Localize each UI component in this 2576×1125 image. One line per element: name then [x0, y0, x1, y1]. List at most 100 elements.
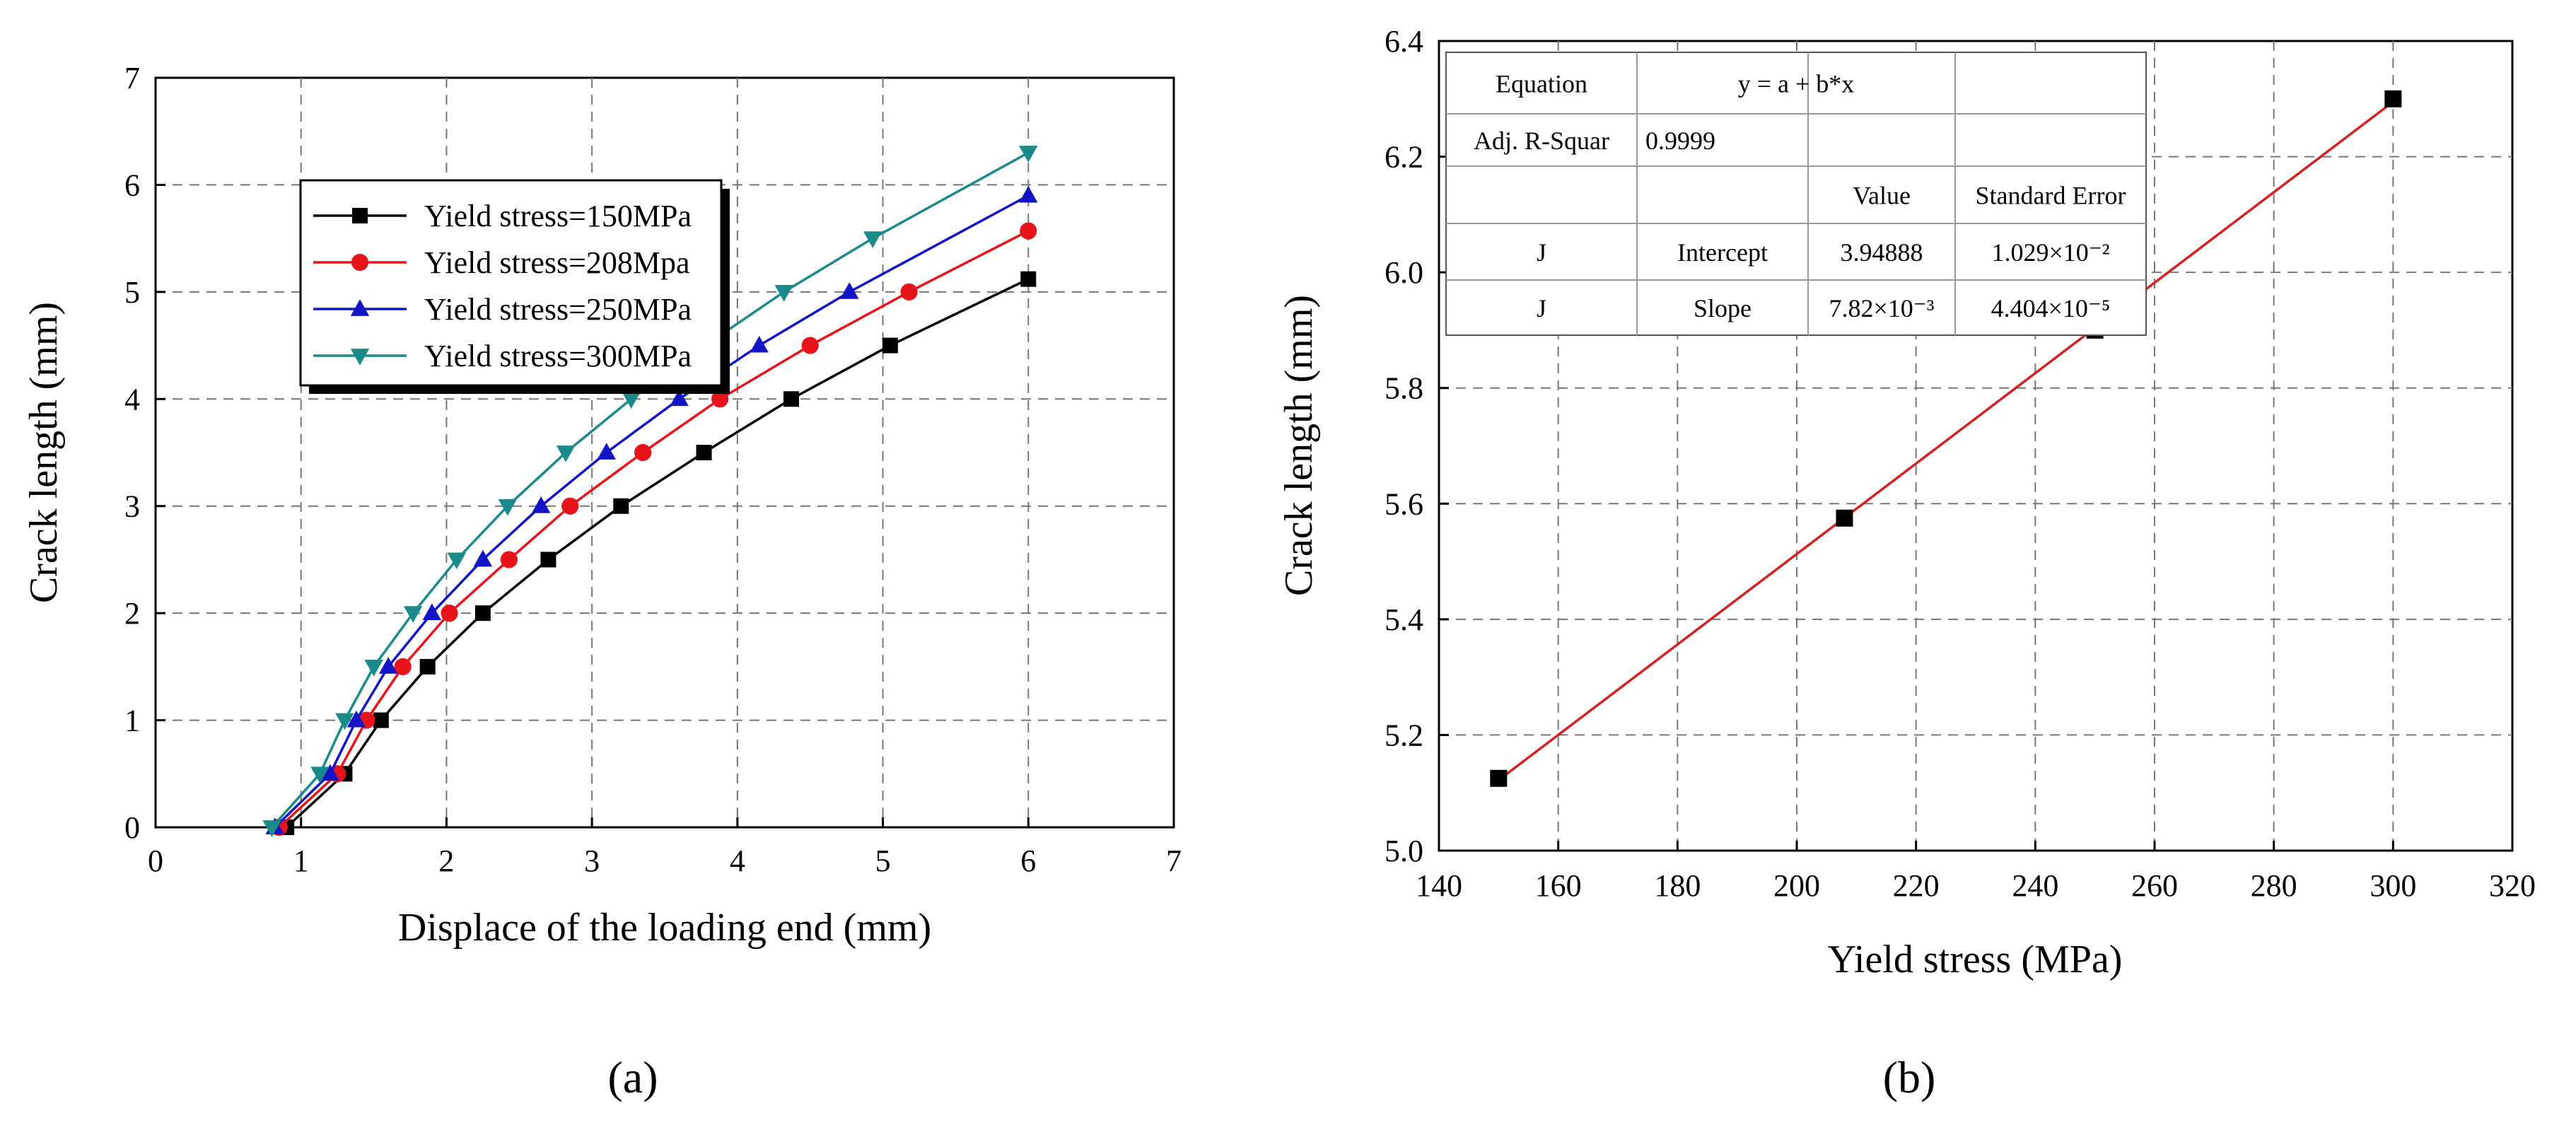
chart-a-x-tick-label: 2	[438, 844, 454, 878]
chart-a-x-tick-label: 1	[293, 844, 309, 878]
chart-a-series-4-point	[262, 820, 281, 837]
chart-a-series-1-point	[613, 498, 629, 514]
chart-a-series-4-point	[403, 606, 423, 623]
chart-a-series-4-point	[863, 231, 882, 248]
chart-a-y-tick-label: 6	[124, 168, 140, 202]
chart-b-y-tick-label: 6.2	[1385, 140, 1423, 175]
chart-b-table-frame	[1445, 52, 2147, 336]
chart-b-x-tick-label: 200	[1773, 868, 1820, 903]
chart-a-series-2-line	[278, 229, 1030, 829]
chart-a-series-3-point	[670, 389, 689, 407]
chart-b-table-cell: 1.029×10⁻²	[1991, 238, 2109, 267]
chart-b-y-axis: 5.0 5.2 5.4 5.6 5.8 6.0 6.2 6.4	[1385, 24, 1449, 868]
chart-a-series-3-point	[346, 710, 366, 728]
chart-b-fit-group	[1498, 100, 2394, 781]
chart-a-series-3-point	[840, 282, 859, 299]
chart-a-series-1-point	[696, 445, 712, 460]
chart-a-panel-label: (a)	[607, 1052, 658, 1102]
chart-a-legend-label: Yield stress=300MPa	[424, 339, 692, 373]
chart-a-series-3-point	[378, 657, 398, 674]
chart-b-table-cell: J	[1537, 294, 1546, 322]
chart-a-y-tick-label: 5	[124, 275, 140, 310]
chart-a-legend-marker	[352, 208, 368, 223]
chart-b-point	[1490, 769, 1508, 787]
chart-a-x-tick-label: 0	[148, 844, 163, 878]
chart-a-x-tick-label: 6	[1020, 844, 1036, 878]
chart-a-legend-label: Yield stress=150MPa	[424, 199, 692, 233]
chart-a-series-1-point	[419, 658, 436, 675]
chart-b-y-tick-label: 6.4	[1385, 24, 1423, 59]
chart-a-series-2-point	[394, 658, 412, 675]
chart-a-series-1-point	[474, 605, 491, 622]
chart-a-legend-marker	[350, 299, 370, 316]
chart-a-series-4-point	[447, 552, 467, 570]
chart-a-series-2-point	[500, 551, 518, 569]
chart-b-table-cell: J	[1537, 238, 1546, 267]
chart-a-series-1-point	[882, 337, 898, 354]
chart-b-x-tick-label: 180	[1654, 868, 1701, 903]
chart-a-y-axis-title: Crack length (mm)	[22, 302, 66, 603]
chart-b-y-tick-label: 6.0	[1385, 255, 1423, 290]
chart-a-series-2-point	[1020, 222, 1037, 240]
chart-a-series-4-point	[498, 499, 518, 516]
chart-a-y-tick-label: 2	[124, 596, 140, 631]
chart-a-y-tick-label: 0	[124, 810, 140, 845]
chart-b-panel-label: (b)	[1883, 1052, 1936, 1102]
chart-a-series-3-point	[597, 443, 616, 460]
chart-b-table-cell: 3.94888	[1841, 238, 1923, 267]
chart-a-series-3	[265, 185, 1038, 834]
chart-b-stats-table: Equation y = a + b*x Adj. R-Squar 0.9999 Val…	[1445, 52, 2147, 336]
chart-a-legend: Yield stress=150MPa Yield stress=208Mpa Yi…	[299, 179, 730, 394]
chart-a-x-tick-label: 3	[584, 844, 600, 878]
chart-b-table-cell: Standard Error	[1976, 182, 2126, 210]
chart-a-series-4-point	[310, 766, 330, 784]
chart-b-fit-line	[1498, 100, 2394, 781]
chart-b-table-cell: y = a + b*x	[1738, 70, 1855, 98]
chart-a-x-tick-label: 5	[875, 844, 891, 878]
chart-b-x-tick-label: 280	[2251, 868, 2297, 903]
chart-b-table-cell: 4.404×10⁻⁵	[1991, 294, 2111, 322]
chart-b-x-tick-label: 220	[1893, 868, 1940, 903]
chart-a-y-tick-label: 4	[124, 382, 140, 416]
chart-a-legend-label: Yield stress=250MPa	[424, 292, 692, 327]
chart-b-table-cell: Adj. R-Squar	[1474, 127, 1609, 155]
chart-b-y-tick-label: 5.0	[1385, 834, 1423, 868]
chart-a-y-tick-label: 3	[124, 489, 140, 524]
chart-b-x-tick-label: 300	[2370, 868, 2416, 903]
chart-a-legend-label: Yield stress=208Mpa	[424, 245, 690, 280]
chart-a-series-3-point	[750, 335, 769, 353]
chart-b-x-tick-label: 240	[2012, 868, 2058, 903]
chart-a-series-2-point	[801, 337, 819, 354]
chart-a-series-4	[262, 146, 1038, 837]
chart-a-series-2-point	[634, 443, 652, 462]
chart-a-series-group	[262, 146, 1038, 837]
chart-b-table-cell: Value	[1853, 182, 1911, 210]
chart-a-series-3-point	[531, 496, 551, 513]
chart-a-series-4-point	[364, 659, 383, 677]
chart-b-point	[2384, 90, 2402, 107]
chart-a-series-3-point	[422, 603, 442, 621]
chart-a-series-4-point	[774, 284, 793, 302]
chart-a-series-4-point	[335, 713, 354, 730]
chart-a-x-tick-label: 4	[730, 844, 745, 878]
chart-b-point	[1836, 509, 1853, 527]
chart-a-y-tick-label: 7	[124, 61, 140, 95]
chart-b-x-axis: 140 160 180 200 220 240 260 280 300 320	[1416, 841, 2536, 903]
chart-a-legend-marker	[350, 349, 370, 366]
chart-b-x-tick-label: 160	[1535, 868, 1582, 903]
chart-b-table-cell: 7.82×10⁻³	[1829, 294, 1934, 322]
chart-b-y-tick-label: 5.8	[1385, 371, 1423, 406]
chart-a-x-axis: 0 1 2 3 4 5 6 7	[148, 817, 1182, 878]
chart-a-series-3-point	[1019, 185, 1038, 203]
chart-b-table-cell: Equation	[1496, 70, 1587, 98]
chart-b-y-tick-label: 5.4	[1385, 602, 1423, 637]
chart-a-x-axis-title: Displace of the loading end (mm)	[398, 906, 931, 950]
chart-a-series-1-point	[373, 712, 389, 728]
chart-b: 140 160 180 200 220 240 260 280 300 320 5.0 5.2 5.4…	[1277, 24, 2536, 1102]
chart-a-y-axis: 0 1 2 3 4 5 6 7	[124, 61, 165, 845]
chart-b-table-cell: 0.9999	[1645, 127, 1715, 155]
chart-b-table-cell: Intercept	[1677, 238, 1768, 267]
chart-b-x-tick-label: 260	[2131, 868, 2178, 903]
